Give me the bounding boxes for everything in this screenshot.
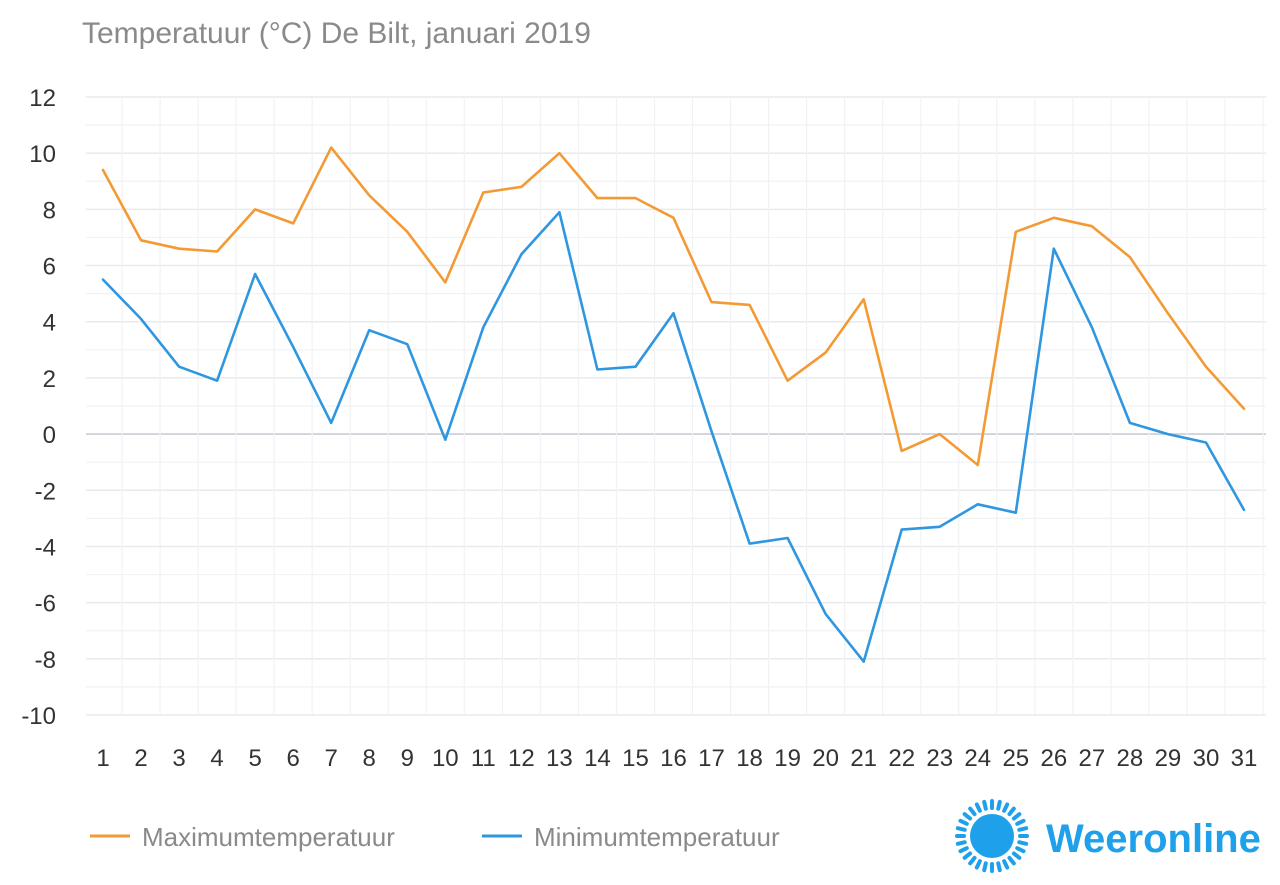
y-tick-label: -2	[35, 478, 56, 505]
y-tick-label: 10	[29, 141, 56, 168]
x-tick-label: 28	[1117, 745, 1144, 772]
x-tick-label: 7	[325, 745, 338, 772]
x-tick-label: 9	[401, 745, 414, 772]
x-tick-label: 22	[888, 745, 915, 772]
sun-ray	[1017, 840, 1029, 846]
y-tick-label: -4	[35, 534, 56, 561]
x-tick-label: 12	[508, 745, 535, 772]
sun-ray	[996, 861, 1002, 873]
brand-logo: Weeronline	[955, 799, 1261, 873]
x-tick-label: 3	[172, 745, 185, 772]
legend-label-maximum: Maximumtemperatuur	[142, 822, 395, 852]
x-tick-label: 16	[660, 745, 687, 772]
x-tick-label: 20	[812, 745, 839, 772]
x-tick-label: 17	[698, 745, 725, 772]
sun-ray	[962, 812, 973, 821]
y-tick-label: 6	[43, 254, 56, 281]
x-axis-ticks: 1 2 3 4 5 6 7 8 9 10 11 12 13 14 15 16 17 18 19 20 21 22 23 24 2…	[96, 745, 1257, 772]
sun-ray	[982, 861, 988, 873]
x-tick-label: 13	[546, 745, 573, 772]
x-tick-label: 18	[736, 745, 763, 772]
x-tick-label: 6	[286, 745, 299, 772]
x-tick-label: 30	[1193, 745, 1220, 772]
y-tick-label: -6	[35, 591, 56, 618]
sun-ray	[1007, 806, 1016, 817]
sun-ray	[968, 855, 977, 866]
x-tick-label: 29	[1155, 745, 1182, 772]
x-tick-label: 27	[1079, 745, 1106, 772]
y-tick-label: 8	[43, 197, 56, 224]
y-tick-label: -8	[35, 647, 56, 674]
sun-ray	[955, 826, 967, 832]
x-tick-label: 1	[96, 745, 109, 772]
sun-ray	[968, 806, 977, 817]
y-axis-ticks: 12 10 8 6 4 2 0 -2 -4 -6 -8 -10	[21, 85, 56, 730]
x-tick-label: 24	[964, 745, 991, 772]
legend-label-minimum: Minimumtemperatuur	[534, 822, 780, 852]
x-tick-label: 5	[248, 745, 261, 772]
x-tick-label: 15	[622, 745, 649, 772]
x-tick-label: 8	[363, 745, 376, 772]
brand-name: Weeronline	[1046, 817, 1261, 861]
sun-ray	[974, 859, 982, 870]
y-tick-label: 0	[43, 422, 56, 449]
sun-ray	[1017, 826, 1029, 832]
y-tick-label: -10	[21, 703, 56, 730]
sun-ray	[1007, 855, 1016, 866]
sun-ray	[1002, 802, 1010, 813]
chart-title: Temperatuur (°C) De Bilt, januari 2019	[82, 17, 591, 50]
sun-ray	[958, 818, 969, 826]
x-tick-label: 21	[850, 745, 877, 772]
sun-ray	[1015, 846, 1026, 854]
x-tick-label: 4	[210, 745, 223, 772]
chart-legend: Maximumtemperatuur Minimumtemperatuur	[90, 822, 780, 852]
sun-ray	[982, 799, 988, 811]
x-tick-label: 14	[584, 745, 611, 772]
y-tick-label: 12	[29, 85, 56, 112]
sun-ray	[962, 851, 973, 860]
x-tick-label: 26	[1040, 745, 1067, 772]
sun-ray	[955, 840, 967, 846]
x-tick-label: 25	[1002, 745, 1029, 772]
sun-ray	[1015, 818, 1026, 826]
series-line-minimum	[101, 210, 1246, 663]
sun-logo-icon	[955, 799, 1029, 873]
sun-core	[970, 814, 1014, 858]
sun-ray	[1002, 859, 1010, 870]
x-tick-label: 10	[432, 745, 459, 772]
sun-ray	[1011, 851, 1022, 860]
y-tick-label: 2	[43, 366, 56, 393]
x-tick-label: 23	[926, 745, 953, 772]
x-tick-label: 2	[134, 745, 147, 772]
series-line-maximum	[101, 146, 1246, 467]
sun-ray	[996, 799, 1002, 811]
x-tick-label: 11	[471, 745, 496, 772]
x-tick-label: 19	[774, 745, 801, 772]
y-tick-label: 4	[43, 310, 56, 337]
x-tick-label: 31	[1231, 745, 1258, 772]
chart-grid	[86, 96, 1266, 716]
sun-ray	[958, 846, 969, 854]
sun-ray	[974, 802, 982, 813]
sun-ray	[1011, 812, 1022, 821]
chart-series	[101, 146, 1246, 663]
